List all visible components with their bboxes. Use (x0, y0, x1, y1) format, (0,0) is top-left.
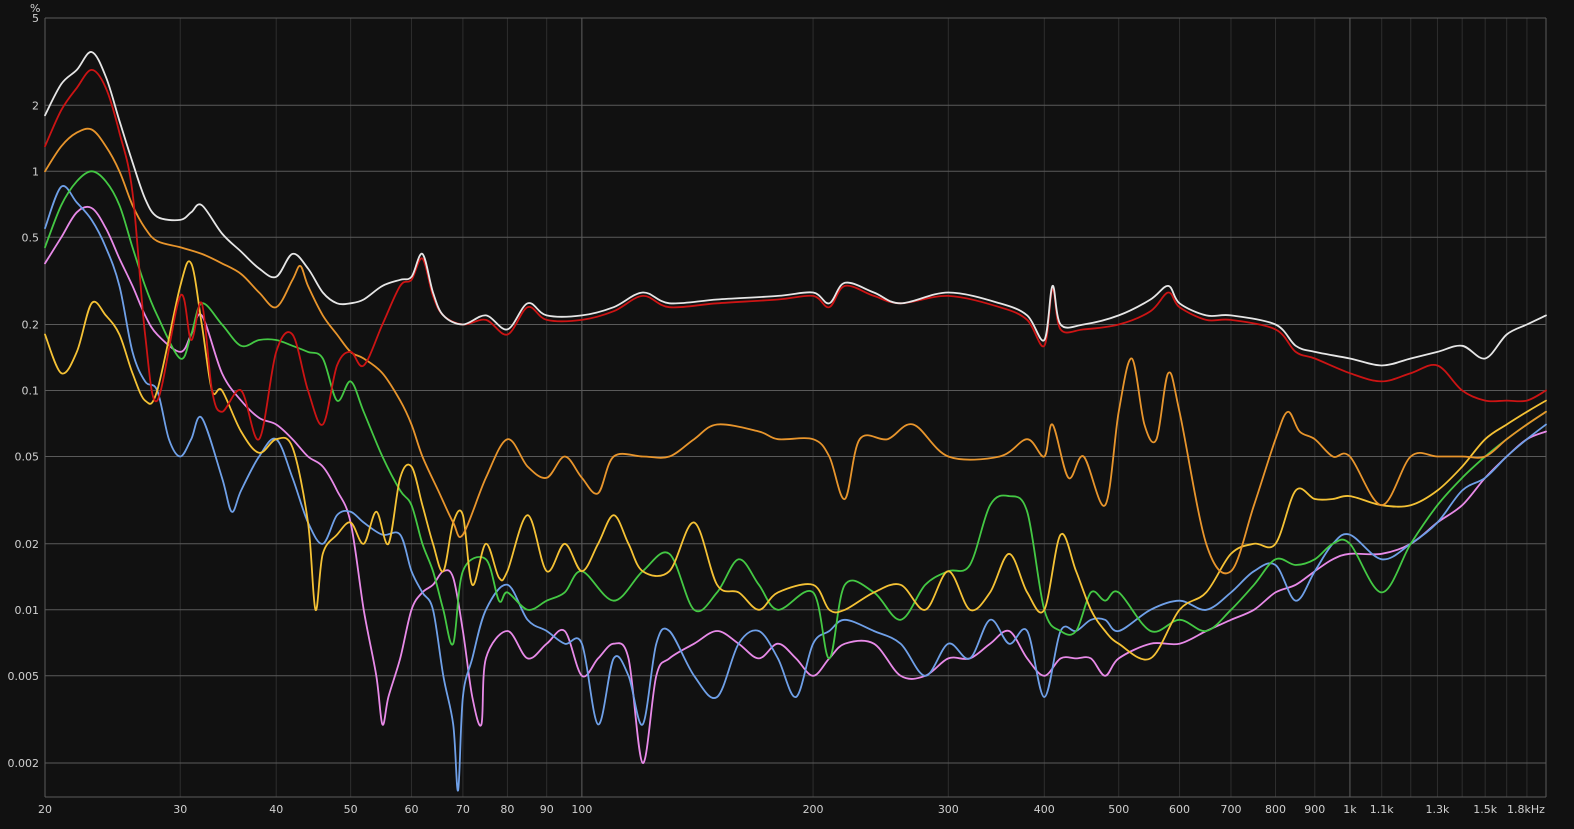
series-line-3 (44, 127, 1547, 575)
x-tick-label: 300 (938, 803, 959, 816)
x-tick-label: 400 (1034, 803, 1055, 816)
x-tick-label: 1.1k (1370, 803, 1394, 816)
y-tick-label: 0.02 (15, 538, 40, 551)
y-tick-label: 0.1 (22, 385, 40, 398)
series-line-4 (44, 260, 1547, 661)
x-tick-label: 90 (540, 803, 554, 816)
axis-labels: % 5 2 1 0.5 0.2 0.1 0.05 0.02 0.01 0.005 0.002 20 30… (8, 2, 1546, 816)
x-tick-label: 500 (1108, 803, 1129, 816)
series-line-2 (44, 69, 1547, 441)
y-tick-label: 1 (32, 165, 39, 178)
series-line-7 (44, 205, 1547, 764)
x-tick-label: 30 (173, 803, 187, 816)
y-tick-label: 5 (32, 12, 39, 25)
x-tick-label: 40 (269, 803, 283, 816)
y-tick-label: 0.005 (8, 670, 40, 683)
y-tick-label: 0.002 (8, 757, 40, 770)
x-tick-label: 200 (803, 803, 824, 816)
x-tick-label: 800 (1265, 803, 1286, 816)
y-tick-label: 0.01 (15, 604, 40, 617)
x-tick-label: 1.5k (1473, 803, 1497, 816)
x-tick-label: 70 (456, 803, 470, 816)
x-tick-label: 1.8kHz (1507, 803, 1545, 816)
y-tick-label: 0.05 (15, 451, 40, 464)
x-tick-label: 50 (344, 803, 358, 816)
y-tick-label: 0.2 (22, 319, 40, 332)
y-tick-label: 2 (32, 99, 39, 112)
x-tick-label: 1k (1343, 803, 1357, 816)
y-tick-label: 0.5 (22, 231, 40, 244)
x-tick-label: 900 (1304, 803, 1325, 816)
x-tick-label: 20 (38, 803, 52, 816)
y-axis-unit-label: % (30, 2, 40, 15)
x-tick-label: 80 (500, 803, 514, 816)
series-line-5 (44, 170, 1547, 660)
series-group (44, 51, 1547, 792)
x-tick-label: 1.3k (1426, 803, 1450, 816)
x-tick-label: 700 (1220, 803, 1241, 816)
x-tick-label: 600 (1169, 803, 1190, 816)
x-tick-label: 60 (404, 803, 418, 816)
series-line-1 (44, 51, 1547, 367)
x-tick-label: 100 (571, 803, 592, 816)
series-line-6 (44, 185, 1547, 792)
